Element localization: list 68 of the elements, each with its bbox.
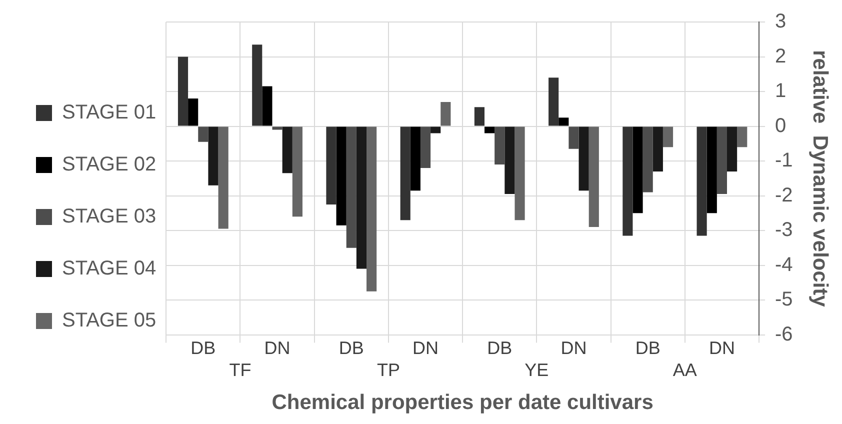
y-tick-label: -5 <box>775 288 793 311</box>
y-tick-label: 3 <box>775 10 786 33</box>
bar <box>494 126 505 164</box>
bar <box>430 126 441 134</box>
y-tick-label: -1 <box>775 150 793 172</box>
text: AA <box>672 360 697 380</box>
y-axis-title: relative Dynamic velocity <box>808 50 832 308</box>
bar <box>622 126 633 236</box>
text: TF <box>229 360 252 380</box>
bar <box>188 98 198 126</box>
bar <box>484 126 495 134</box>
bar <box>588 126 599 228</box>
bar <box>252 44 262 126</box>
legend-label: STAGE 03 <box>62 206 156 228</box>
bar <box>262 86 272 126</box>
bar <box>292 126 302 217</box>
bar <box>218 126 228 229</box>
x-tick-label: DB <box>338 338 364 358</box>
y-tick-label: 2 <box>775 45 786 68</box>
bar <box>737 126 748 148</box>
bar <box>400 126 410 220</box>
legend-label: STAGE 01 <box>62 102 156 124</box>
bar <box>548 78 559 126</box>
y-tick-label: -4 <box>775 254 793 276</box>
legend-label: STAGE 04 <box>62 258 156 280</box>
bar <box>568 126 579 149</box>
legend-label: STAGE 02 <box>62 154 156 176</box>
bar <box>346 126 356 248</box>
bar <box>504 126 515 194</box>
bar <box>356 126 367 269</box>
y-tick-label: 0 <box>775 114 786 137</box>
y-tick-label: -2 <box>775 184 793 206</box>
bar <box>514 126 525 220</box>
bar <box>336 126 346 226</box>
bar <box>420 126 431 168</box>
x-axis-title: Chemical properties per date cultivars <box>272 391 654 414</box>
bar <box>642 126 653 192</box>
bar <box>706 126 717 214</box>
bar <box>366 126 377 292</box>
x-tick-label: DN <box>412 338 439 358</box>
bar <box>326 126 336 204</box>
bar <box>208 126 218 186</box>
bar <box>716 126 727 194</box>
bar <box>696 126 707 236</box>
bar <box>558 118 569 126</box>
text: TP <box>376 360 400 380</box>
bar <box>440 102 451 126</box>
bar <box>632 126 643 214</box>
x-tick-label: DN <box>708 338 735 358</box>
text: YE <box>524 360 549 380</box>
y-tick-label: 1 <box>775 80 786 102</box>
x-tick-label: DB <box>487 338 512 358</box>
bar <box>410 126 420 191</box>
bar <box>578 126 589 191</box>
bar <box>727 126 738 172</box>
bar <box>178 56 188 126</box>
x-tick-label: DN <box>264 338 290 358</box>
y-tick-label: -3 <box>775 219 793 242</box>
bar <box>662 126 674 148</box>
x-tick-label: DB <box>190 338 216 358</box>
x-tick-label: DN <box>560 338 587 358</box>
y-tick-label: -6 <box>775 323 793 346</box>
x-tick-label: DB <box>635 338 660 358</box>
bar <box>282 126 292 174</box>
legend-label: STAGE 05 <box>62 310 156 332</box>
bar <box>652 126 663 172</box>
bar <box>198 126 208 142</box>
bar <box>474 107 484 126</box>
